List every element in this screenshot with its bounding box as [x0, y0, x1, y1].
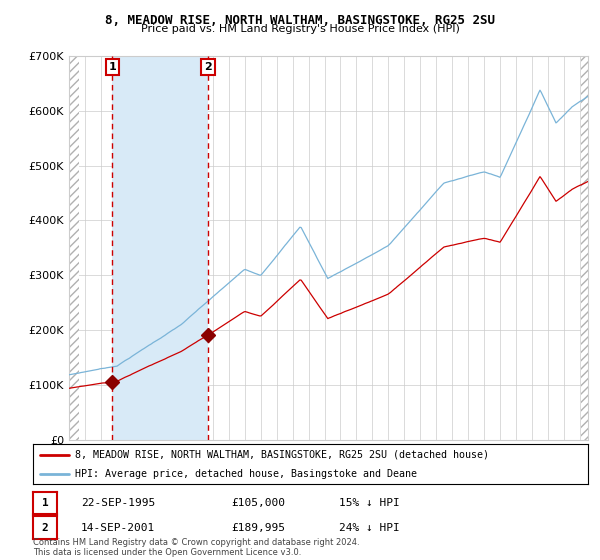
Text: 15% ↓ HPI: 15% ↓ HPI — [339, 498, 400, 508]
Text: HPI: Average price, detached house, Basingstoke and Deane: HPI: Average price, detached house, Basi… — [74, 469, 416, 479]
Text: £189,995: £189,995 — [231, 522, 285, 533]
Text: Contains HM Land Registry data © Crown copyright and database right 2024.
This d: Contains HM Land Registry data © Crown c… — [33, 538, 359, 557]
Text: 24% ↓ HPI: 24% ↓ HPI — [339, 522, 400, 533]
Text: 1: 1 — [41, 498, 49, 508]
Bar — [112, 56, 208, 440]
Text: 14-SEP-2001: 14-SEP-2001 — [81, 522, 155, 533]
Text: 2: 2 — [204, 62, 212, 72]
Text: 2: 2 — [41, 522, 49, 533]
Text: Price paid vs. HM Land Registry's House Price Index (HPI): Price paid vs. HM Land Registry's House … — [140, 24, 460, 34]
Text: 8, MEADOW RISE, NORTH WALTHAM, BASINGSTOKE, RG25 2SU: 8, MEADOW RISE, NORTH WALTHAM, BASINGSTO… — [105, 14, 495, 27]
Text: 22-SEP-1995: 22-SEP-1995 — [81, 498, 155, 508]
Text: £105,000: £105,000 — [231, 498, 285, 508]
Text: 1: 1 — [109, 62, 116, 72]
Text: 8, MEADOW RISE, NORTH WALTHAM, BASINGSTOKE, RG25 2SU (detached house): 8, MEADOW RISE, NORTH WALTHAM, BASINGSTO… — [74, 450, 488, 460]
